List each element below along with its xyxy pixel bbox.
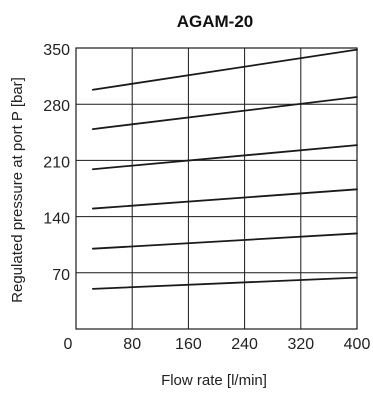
y-axis-label: Regulated pressure at port P [bar] (9, 77, 26, 303)
x-tick-label: 320 (287, 336, 314, 353)
plot-frame (75, 47, 358, 330)
chart-title: AGAM-20 (177, 12, 254, 31)
grid (76, 48, 357, 329)
y-tick-label: 210 (43, 154, 70, 171)
x-tick-label: 240 (231, 336, 258, 353)
y-tick-label: 350 (43, 42, 70, 59)
series-line-5 (91, 232, 358, 250)
series-line-4 (91, 188, 358, 210)
series-line-6 (91, 276, 358, 290)
y-tick-label: 140 (43, 211, 70, 228)
x-tick-label: 0 (64, 336, 73, 353)
x-tick-label: 160 (175, 336, 202, 353)
x-tick-label: 400 (344, 336, 371, 353)
tick-labels: 0 80 160 240 320 400 70 140 210 280 350 (43, 42, 370, 353)
series-group (91, 48, 358, 290)
y-tick-label: 70 (52, 267, 70, 284)
series-line-3 (91, 144, 358, 171)
x-tick-label: 80 (123, 336, 141, 353)
x-axis-label: Flow rate [l/min] (161, 372, 267, 389)
series-line-1 (91, 48, 358, 91)
series-line-2 (91, 96, 358, 130)
y-tick-label: 280 (43, 98, 70, 115)
